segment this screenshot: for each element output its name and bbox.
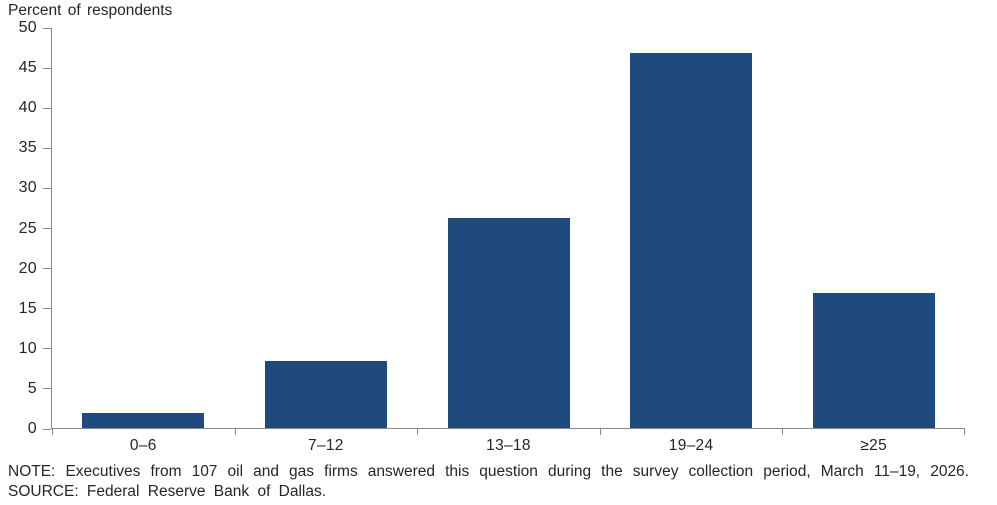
bar [630, 53, 753, 428]
y-axis-tick [43, 388, 51, 390]
y-axis-tick [43, 268, 51, 270]
y-axis-tick [43, 308, 51, 310]
y-axis-tick [43, 348, 51, 350]
y-axis-tick [43, 147, 51, 149]
y-axis-label: 40 [18, 99, 37, 117]
bar [812, 293, 935, 428]
plot-area: 0 5 10 15 20 25 30 35 40 45 50 0–6 7–12 13–18 19–24 ≥25 [19, 20, 965, 454]
footer-notes: NOTE: Executives from 107 oil and gas fi… [8, 462, 969, 502]
x-axis-category-label: 0–6 [129, 437, 157, 454]
bar [264, 360, 387, 428]
y-axis-label: 15 [18, 299, 37, 317]
x-axis-tick [417, 428, 419, 435]
y-axis-label: 20 [18, 259, 37, 277]
source-text: SOURCE: Federal Reserve Bank of Dallas. [8, 483, 327, 500]
y-axis-tick [43, 67, 51, 69]
y-axis-label: 25 [18, 219, 37, 237]
y-axis-label: 50 [18, 19, 37, 36]
x-axis-tick [964, 428, 965, 435]
y-axis-tick [43, 228, 51, 229]
y-axis-label: 10 [18, 339, 37, 357]
x-axis-category-label: 13–18 [486, 437, 531, 454]
y-axis-label: 45 [18, 59, 37, 77]
y-axis-tick [43, 428, 51, 430]
note-text: NOTE: Executives from 107 oil and gas fi… [8, 463, 969, 480]
y-axis-tick [43, 27, 51, 29]
y-axis-label: 0 [27, 420, 37, 437]
y-axis-unit-label: Percent of respondents [8, 2, 173, 19]
y-axis-label: 30 [18, 179, 37, 197]
y-axis-tick [43, 107, 51, 109]
bar [447, 217, 570, 428]
y-axis-label: 35 [18, 139, 37, 157]
x-axis-category-label: 7–12 [308, 437, 344, 454]
x-axis-category-label: ≥25 [860, 437, 888, 454]
x-axis-tick [782, 428, 784, 435]
x-axis-tick [52, 428, 53, 435]
y-axis-tick [43, 187, 51, 189]
y-axis-label: 5 [27, 379, 37, 397]
x-axis-tick [234, 428, 236, 435]
bar [82, 412, 205, 428]
x-axis-tick [599, 428, 601, 435]
x-axis-category-label: 19–24 [668, 437, 714, 454]
